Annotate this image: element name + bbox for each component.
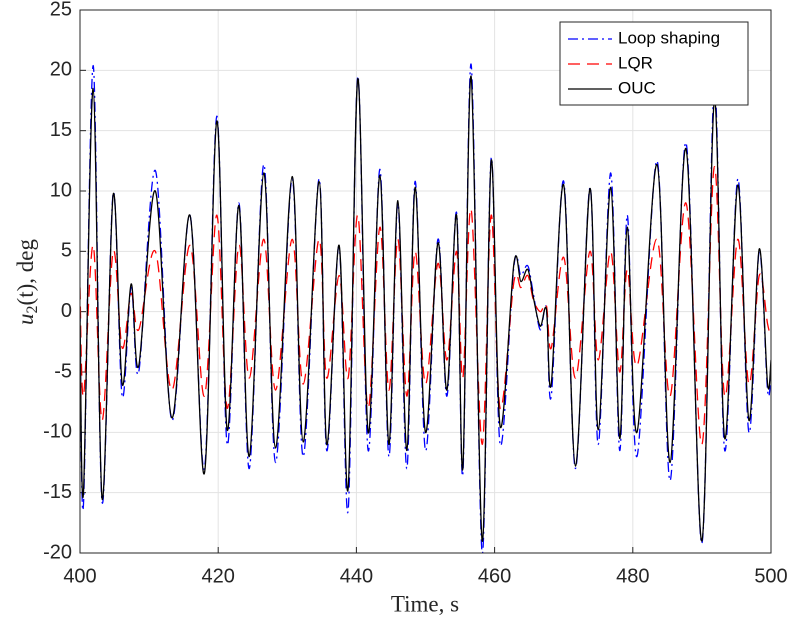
y-label-base: u <box>13 313 38 325</box>
y-tick-label: 0 <box>61 300 72 322</box>
y-tick-label: 20 <box>50 59 72 81</box>
series-line <box>80 75 771 542</box>
y-tick-label: -15 <box>43 481 72 503</box>
axes-box <box>79 9 772 554</box>
x-tick-label: 420 <box>202 565 235 587</box>
x-tick-label: 440 <box>340 565 373 587</box>
legend-label: OUC <box>618 78 656 97</box>
legend-label: Loop shaping <box>618 28 720 47</box>
legend-label: LQR <box>618 53 653 72</box>
y-tick-label: -10 <box>43 421 72 443</box>
y-axis-label: u2(t), deg <box>13 239 40 325</box>
x-tick-label: 480 <box>616 565 649 587</box>
x-tick-label: 500 <box>754 565 787 587</box>
y-label-rest: (t), deg <box>13 239 38 306</box>
y-tick-label: 25 <box>50 0 72 20</box>
x-tick-label: 460 <box>478 565 511 587</box>
y-tick-label: -5 <box>54 360 72 382</box>
y-tick-label: 10 <box>50 179 72 201</box>
y-tick-label: 5 <box>61 240 72 262</box>
x-tick-label: 400 <box>63 565 96 587</box>
y-tick-label: 15 <box>50 119 72 141</box>
x-axis-label: Time, s <box>391 591 459 616</box>
y-tick-label: -20 <box>43 541 72 563</box>
y-label-sub: 2 <box>24 305 41 313</box>
